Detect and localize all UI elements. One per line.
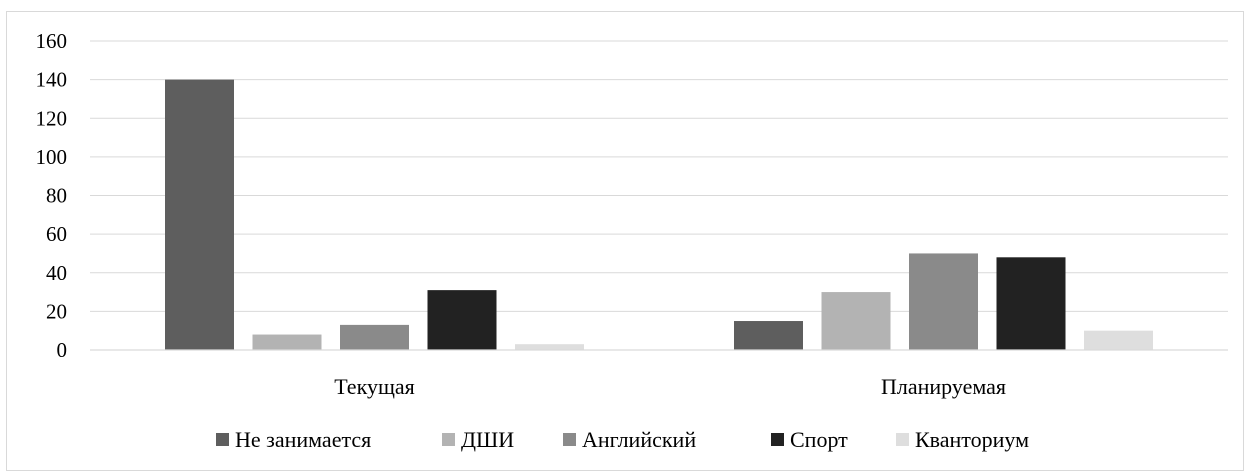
bar-0-0 [165, 79, 234, 350]
y-tick-label: 20 [46, 299, 67, 323]
bar-1-2 [909, 253, 978, 350]
legend-swatch-1 [442, 433, 455, 446]
x-axis-category-labels: Текущая Планируемая [334, 374, 1006, 399]
legend-label-3: Спорт [790, 427, 848, 452]
legend: Не занимается ДШИ Английский Спорт Кванториу… [216, 427, 1029, 452]
bar-0-1 [252, 334, 322, 350]
legend-label-0: Не занимается [235, 427, 371, 452]
y-tick-label: 140 [36, 68, 68, 92]
bar-0-3 [427, 290, 497, 350]
bar-0-2 [340, 324, 409, 350]
bars [165, 79, 1153, 350]
legend-swatch-3 [771, 433, 784, 446]
y-tick-label: 80 [46, 184, 67, 208]
legend-label-1: ДШИ [461, 427, 514, 452]
legend-swatch-0 [216, 433, 229, 446]
y-tick-label: 40 [46, 261, 67, 285]
y-tick-label: 120 [36, 106, 68, 130]
y-tick-label: 0 [57, 338, 68, 362]
y-tick-label: 160 [36, 29, 68, 53]
legend-label-2: Английский [582, 427, 696, 452]
legend-swatch-2 [563, 433, 576, 446]
bar-1-1 [821, 292, 891, 350]
bar-0-4 [515, 344, 584, 350]
y-axis-tick-labels: 0 20 40 60 80 100 120 140 160 [36, 29, 68, 362]
legend-swatch-4 [896, 433, 909, 446]
bar-1-4 [1084, 330, 1153, 350]
bar-1-3 [996, 257, 1066, 350]
x-category-label: Планируемая [881, 374, 1006, 399]
legend-label-4: Кванториум [915, 427, 1029, 452]
x-category-label: Текущая [334, 374, 415, 399]
y-tick-label: 60 [46, 222, 67, 246]
bar-1-0 [734, 321, 803, 350]
y-tick-label: 100 [36, 145, 68, 169]
